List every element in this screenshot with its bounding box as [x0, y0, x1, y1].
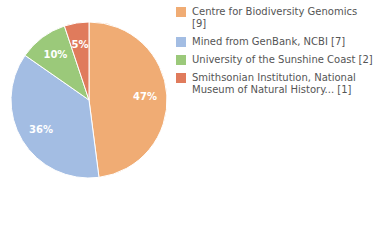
svg-text:5%: 5%	[72, 39, 89, 50]
svg-text:47%: 47%	[133, 91, 157, 102]
svg-text:36%: 36%	[29, 124, 53, 135]
html-text:Centre for Biodiversity Genomi: Centre for Biodiversity Genomics [9]	[192, 6, 358, 29]
html-text:Mined from GenBank, NCBI [7]: Mined from GenBank, NCBI [7]	[192, 36, 346, 47]
html-text:University of the Sunshine Coa: University of the Sunshine Coast [2]	[192, 54, 373, 65]
html-text:Smithsonian Institution, Natio: Smithsonian Institution, National Museum…	[192, 72, 356, 95]
svg-text:10%: 10%	[43, 49, 67, 60]
